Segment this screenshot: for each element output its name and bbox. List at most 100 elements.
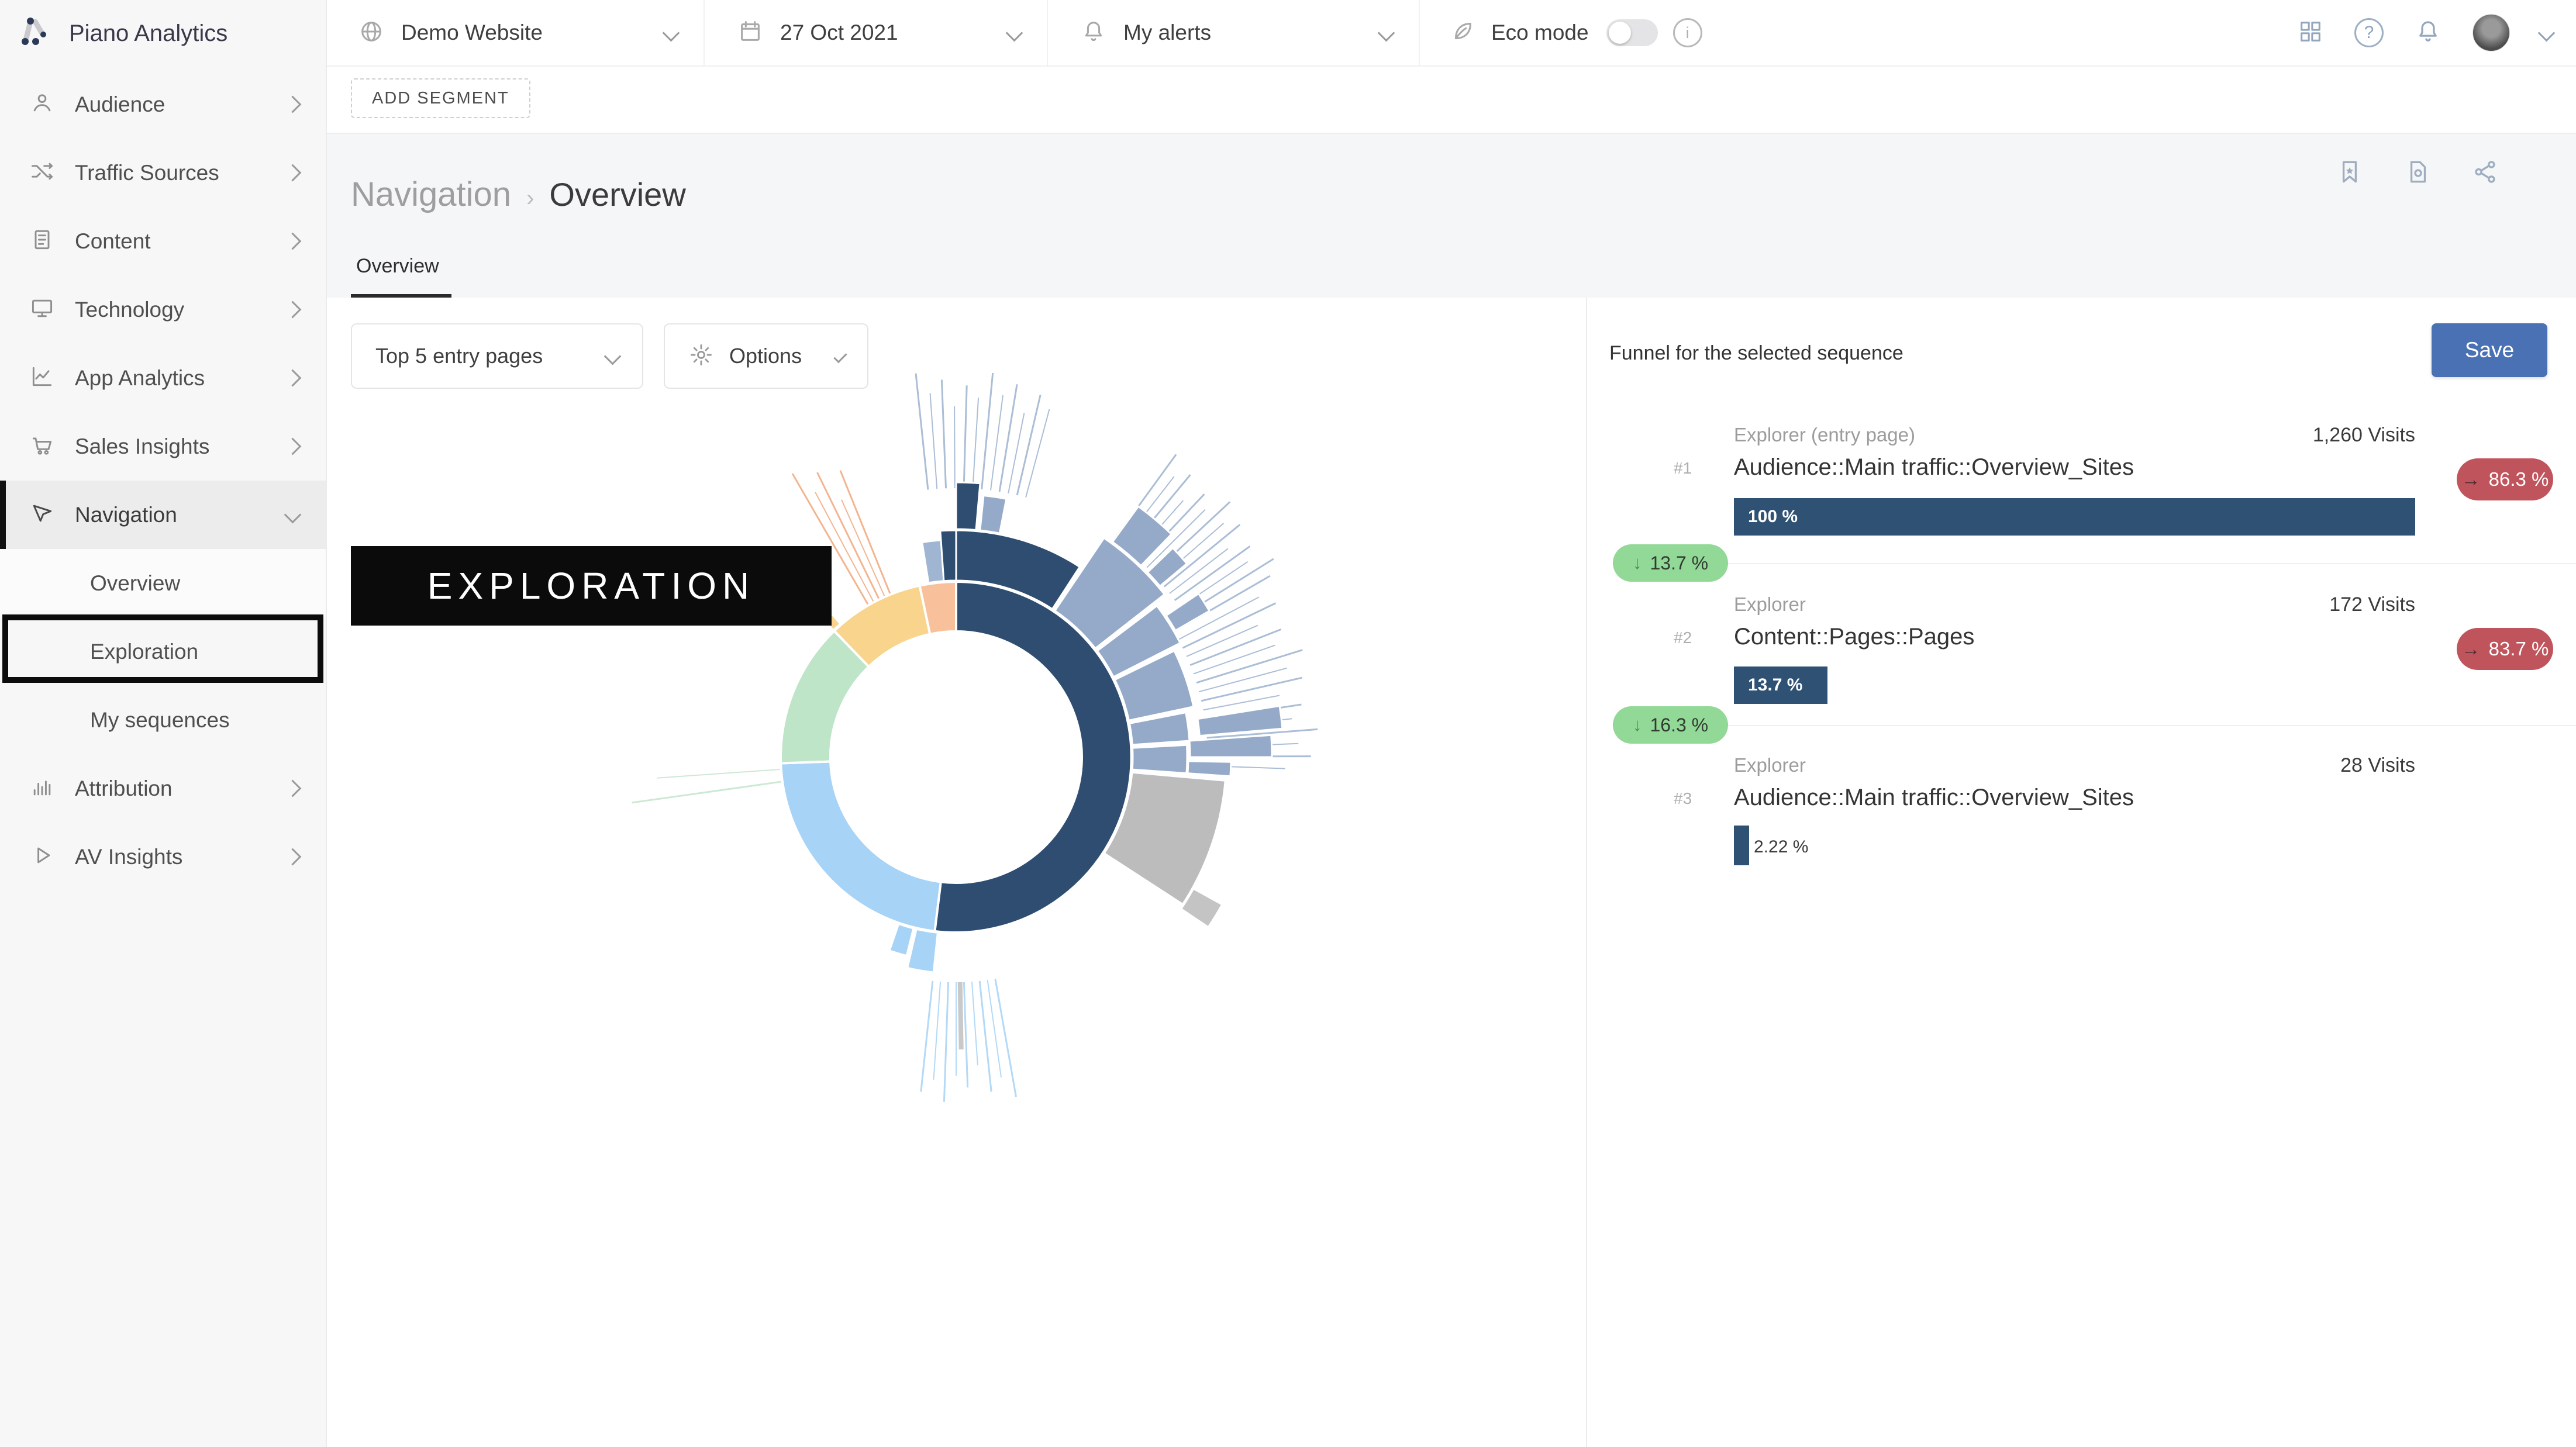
sidebar-item-technology[interactable]: Technology bbox=[0, 275, 326, 344]
sunburst-spike bbox=[978, 980, 992, 1092]
sunburst-spike bbox=[1016, 395, 1042, 496]
sunburst-level3-arc[interactable] bbox=[1188, 734, 1273, 758]
sunburst-spike bbox=[1163, 524, 1241, 588]
sunburst-spike bbox=[943, 982, 950, 1102]
sunburst-level2-arc[interactable] bbox=[1096, 605, 1182, 678]
sunburst-spike bbox=[1189, 628, 1282, 666]
sunburst-level2-arc[interactable] bbox=[1131, 744, 1188, 775]
sidebar-item-exploration[interactable]: Exploration bbox=[0, 617, 326, 686]
sunburst-spike bbox=[971, 982, 978, 1066]
sunburst-level3-arc[interactable] bbox=[1164, 592, 1211, 632]
bell-icon bbox=[1080, 18, 1107, 48]
page-header-zone: Navigation › Overview Overview bbox=[326, 133, 2576, 299]
breadcrumb-section[interactable]: Navigation bbox=[351, 175, 512, 213]
drop-badge: ↓ 13.7 % bbox=[1613, 544, 1729, 582]
share-icon[interactable] bbox=[2471, 157, 2500, 189]
sunburst-spike bbox=[1203, 695, 1280, 711]
sunburst-level3-arc[interactable] bbox=[1180, 887, 1223, 928]
sunburst-spike bbox=[841, 499, 885, 598]
sidebar-item-label: Attribution bbox=[75, 776, 173, 800]
sidebar-item-label: Audience bbox=[75, 92, 165, 116]
sunburst-level3-arc[interactable] bbox=[1196, 704, 1284, 737]
funnel-step-number: #3 bbox=[1674, 789, 1692, 807]
sunburst-level3-arc[interactable] bbox=[955, 481, 981, 531]
sidebar-item-attribution[interactable]: Attribution bbox=[0, 754, 326, 823]
sunburst-level1-arc[interactable] bbox=[918, 580, 957, 636]
site-selector-label: Demo Website bbox=[401, 20, 543, 44]
sidebar-item-traffic-sources[interactable]: Traffic Sources bbox=[0, 139, 326, 207]
sunburst-spike bbox=[1198, 667, 1287, 693]
chevron-right-icon bbox=[284, 95, 302, 113]
entry-pages-dropdown-label: Top 5 entry pages bbox=[375, 344, 543, 368]
funnel-step-bar[interactable]: 100 % bbox=[1734, 498, 2415, 536]
eco-mode-toggle[interactable] bbox=[1606, 19, 1658, 46]
sunburst-spike bbox=[963, 982, 969, 1088]
apps-grid-icon[interactable] bbox=[2297, 18, 2324, 48]
sunburst-spike bbox=[1201, 676, 1302, 702]
app-logo[interactable]: Piano Analytics bbox=[18, 12, 227, 56]
chevron-down-icon bbox=[1377, 24, 1395, 42]
sunburst-level2-arc[interactable] bbox=[1103, 771, 1226, 906]
sidebar-item-label: Traffic Sources bbox=[75, 160, 219, 185]
info-icon[interactable]: i bbox=[1672, 18, 1702, 47]
help-icon[interactable]: ? bbox=[2354, 18, 2384, 47]
eco-mode-control: Eco mode i bbox=[1420, 18, 1702, 48]
entry-pages-dropdown[interactable]: Top 5 entry pages bbox=[351, 323, 643, 389]
sunburst-spike bbox=[929, 393, 938, 489]
user-avatar[interactable] bbox=[2472, 14, 2510, 51]
sunburst-level2-arc[interactable] bbox=[1128, 711, 1191, 746]
sidebar-item-label: Technology bbox=[75, 297, 185, 322]
chevron-right-icon bbox=[284, 232, 302, 250]
sidebar-item-overview[interactable]: Overview bbox=[0, 549, 326, 617]
topbar-selectors: Demo Website 27 Oct 2021 My alerts bbox=[326, 0, 1420, 65]
sunburst-level1-arc[interactable] bbox=[780, 760, 943, 933]
sidebar-item-sales-insights[interactable]: Sales Insights bbox=[0, 412, 326, 481]
funnel-step-number: #2 bbox=[1674, 628, 1692, 647]
sunburst-spike bbox=[657, 768, 781, 779]
funnel-step-bar[interactable]: 13.7 % bbox=[1734, 666, 1827, 704]
sidebar-item-label: Navigation bbox=[75, 502, 177, 527]
main-content: Top 5 entry pages Options EXPLORATION Fu… bbox=[326, 298, 2576, 1447]
cart-icon bbox=[29, 432, 55, 461]
sunburst-level1-arc[interactable] bbox=[933, 580, 1133, 934]
alerts-selector[interactable]: My alerts bbox=[1048, 0, 1420, 65]
add-segment-button[interactable]: ADD SEGMENT bbox=[351, 78, 530, 118]
bookmark-icon[interactable] bbox=[2335, 157, 2364, 189]
notifications-bell-icon[interactable] bbox=[2414, 18, 2442, 49]
funnel-step-bar[interactable] bbox=[1734, 826, 1749, 865]
sidebar-item-audience[interactable]: Audience bbox=[0, 70, 326, 139]
date-selector[interactable]: 27 Oct 2021 bbox=[705, 0, 1048, 65]
options-dropdown[interactable]: Options bbox=[664, 323, 868, 389]
tab-overview[interactable]: Overview bbox=[356, 255, 439, 277]
site-selector[interactable]: Demo Website bbox=[326, 0, 705, 65]
chevron-right-icon bbox=[284, 779, 302, 797]
sunburst-spike bbox=[816, 472, 880, 600]
sunburst-level2-arc[interactable] bbox=[888, 923, 915, 957]
sidebar-item-content[interactable]: Content bbox=[0, 207, 326, 275]
sidebar-item-navigation[interactable]: Navigation bbox=[0, 481, 326, 549]
sidebar-item-my-sequences[interactable]: My sequences bbox=[0, 686, 326, 754]
sunburst-level3-arc[interactable] bbox=[1146, 547, 1188, 588]
sunburst-level2-arc[interactable] bbox=[1113, 650, 1195, 721]
drop-badge: ↓ 16.3 % bbox=[1613, 706, 1729, 744]
sidebar-item-av-insights[interactable]: AV Insights bbox=[0, 823, 326, 891]
sunburst-spike bbox=[791, 473, 870, 606]
funnel-step-visits: 172 Visits bbox=[2329, 593, 2415, 616]
funnel-step-name: Explorer bbox=[1734, 593, 1806, 615]
user-menu-chevron-icon[interactable] bbox=[2537, 24, 2556, 42]
segment-bar: ADD SEGMENT bbox=[326, 67, 2576, 133]
sunburst-level2-arc[interactable] bbox=[939, 529, 957, 582]
sunburst-chart[interactable] bbox=[525, 350, 1437, 1204]
sunburst-spike bbox=[1146, 509, 1206, 568]
export-file-icon[interactable] bbox=[2403, 157, 2432, 189]
sunburst-level3-arc[interactable] bbox=[1111, 505, 1173, 567]
sunburst-level3-arc[interactable] bbox=[979, 494, 1008, 534]
funnel-step-name: Explorer (entry page) bbox=[1734, 424, 1915, 446]
save-button[interactable]: Save bbox=[2432, 323, 2547, 377]
sidebar-item-app-analytics[interactable]: App Analytics bbox=[0, 344, 326, 412]
step-separator bbox=[1728, 725, 2576, 726]
sunburst-level3-arc[interactable] bbox=[1187, 760, 1232, 778]
sunburst-spike bbox=[632, 781, 783, 804]
sunburst-level2-arc[interactable] bbox=[1053, 537, 1166, 650]
sunburst-spike bbox=[990, 395, 1003, 491]
